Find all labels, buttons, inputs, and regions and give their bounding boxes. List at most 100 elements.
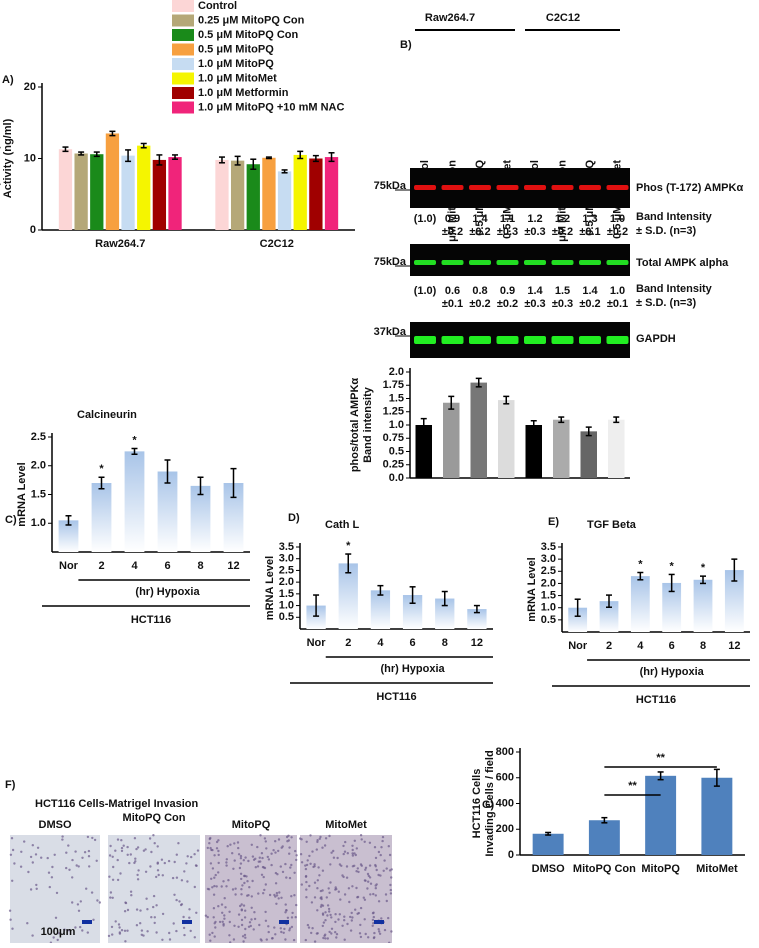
cell [321, 912, 325, 915]
bar [105, 133, 120, 230]
cell [237, 846, 240, 850]
cell [9, 853, 13, 856]
cell [356, 867, 359, 870]
cell [210, 877, 213, 880]
chart-title: TGF Beta [587, 519, 637, 531]
cell [240, 877, 243, 881]
cell [337, 890, 340, 893]
error-bar [377, 584, 384, 596]
bar [467, 609, 487, 629]
cell [338, 863, 342, 866]
band [469, 185, 491, 190]
marker: 75kDa [374, 256, 407, 268]
cell [152, 834, 155, 837]
panel-title: HCT116 Cells-Matrigel Invasion [35, 798, 198, 810]
cell [284, 903, 287, 906]
cell [364, 866, 368, 869]
cell [178, 900, 181, 903]
error-bar [156, 154, 163, 166]
cell [390, 876, 393, 879]
cell [355, 886, 358, 890]
legend-label: 1.0 μM MitoMet [198, 72, 277, 84]
cell [327, 887, 330, 890]
error-bar [473, 604, 480, 614]
y-tick-label: 1.0 [389, 419, 404, 431]
bar [157, 471, 178, 552]
band [496, 336, 519, 344]
error-bar [312, 154, 319, 163]
cell [168, 938, 172, 941]
cell [254, 866, 257, 869]
bar [190, 485, 211, 552]
cell [261, 856, 264, 860]
cell [155, 875, 158, 879]
cell [243, 874, 247, 878]
cell [290, 836, 293, 839]
cell [359, 923, 362, 927]
cell [204, 914, 208, 917]
cell [359, 906, 363, 910]
cell [321, 924, 324, 928]
cell [379, 853, 382, 857]
cell [374, 894, 377, 897]
cell [389, 888, 392, 892]
band [551, 260, 574, 265]
cell [281, 870, 285, 874]
cell [35, 883, 38, 887]
scale-label: 100μm [41, 926, 76, 938]
cell [234, 893, 237, 896]
legend-label: 1.0 μM MitoPQ [198, 58, 274, 70]
legend-swatch [172, 29, 194, 41]
cell [208, 933, 211, 936]
cell [243, 933, 247, 937]
cell [217, 905, 220, 908]
cell [150, 850, 153, 854]
cell [8, 909, 12, 912]
cell [268, 893, 272, 897]
cell [270, 852, 273, 855]
bar [608, 419, 625, 478]
intensity-label: Band Intensity [636, 211, 713, 223]
cell [23, 840, 26, 843]
cell [267, 930, 270, 934]
cell [343, 850, 347, 853]
cell [318, 874, 321, 877]
bar [693, 579, 713, 632]
error-bar [503, 395, 510, 405]
band-intensity: ±0.3 [524, 226, 545, 238]
band [551, 336, 574, 344]
cell [211, 867, 215, 870]
cell [126, 845, 129, 849]
cell [343, 938, 346, 941]
scale-bar [279, 920, 289, 924]
cell [367, 874, 370, 878]
cell [123, 929, 127, 932]
error-bar [164, 459, 171, 484]
cell [321, 869, 325, 872]
cell [223, 917, 226, 920]
cell [328, 891, 331, 894]
cell [354, 908, 357, 911]
cell [163, 861, 166, 865]
cell [319, 835, 322, 839]
cell [156, 869, 160, 872]
cell [310, 931, 313, 935]
cell [126, 908, 130, 912]
group-label: Raw264.7 [425, 12, 475, 24]
cell [351, 848, 354, 852]
band [441, 185, 464, 190]
cell [258, 923, 261, 927]
cell [324, 933, 327, 936]
band [579, 260, 601, 265]
cell [253, 911, 256, 914]
error-bar [409, 586, 416, 604]
cell [366, 872, 370, 876]
cell [67, 929, 71, 932]
y-axis-label: Phos (T - 172) AMPK α [0, 100, 1, 217]
cell [343, 893, 347, 896]
bar [701, 777, 733, 855]
error-bar [601, 816, 608, 824]
marker: 37kDa [374, 326, 407, 338]
cell [313, 940, 317, 943]
cell [375, 868, 378, 872]
